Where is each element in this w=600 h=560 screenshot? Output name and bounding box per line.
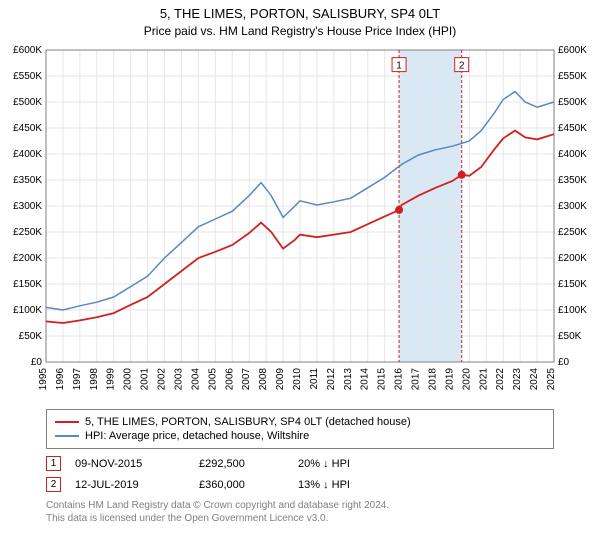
legend-label: 5, THE LIMES, PORTON, SALISBURY, SP4 0LT…	[85, 416, 411, 428]
x-tick-label: 1997	[72, 368, 83, 391]
x-tick-label: 1999	[106, 368, 117, 391]
x-tick-label: 2001	[140, 368, 151, 391]
x-tick-label: 2023	[512, 368, 523, 391]
sale-dot	[458, 171, 466, 179]
y-tick-label: £250K	[13, 227, 42, 238]
y-tick-label: £50K	[19, 331, 43, 342]
x-tick-label: 2011	[309, 368, 320, 390]
x-tick-label: 2008	[258, 368, 269, 391]
x-tick-label: 2004	[190, 368, 201, 391]
y-tick-label-right: £350K	[558, 175, 587, 186]
sales-table: 1 09-NOV-2015 £292,500 20% ↓ HPI 2 12-JU…	[46, 453, 554, 495]
y-tick-label: £150K	[13, 279, 42, 290]
footer: Contains HM Land Registry data © Crown c…	[46, 499, 554, 525]
legend-item: HPI: Average price, detached house, Wilt…	[55, 429, 545, 443]
legend-swatch	[55, 435, 79, 437]
x-tick-label: 2024	[529, 368, 540, 391]
x-tick-label: 2014	[360, 368, 371, 391]
x-tick-label: 2010	[292, 368, 303, 391]
y-tick-label: £300K	[13, 201, 42, 212]
x-tick-label: 2005	[207, 368, 218, 391]
y-tick-label: £450K	[13, 123, 42, 134]
y-tick-label: £400K	[13, 149, 42, 160]
y-tick-label-right: £0	[558, 357, 570, 368]
sale-marker: 1	[46, 456, 61, 471]
x-tick-label: 2013	[343, 368, 354, 391]
y-tick-label-right: £100K	[558, 305, 587, 316]
legend-swatch	[55, 421, 79, 423]
marker-label: 1	[396, 61, 402, 72]
x-tick-label: 2003	[173, 368, 184, 391]
x-tick-label: 2002	[157, 368, 168, 391]
marker-label: 2	[459, 61, 465, 72]
x-tick-label: 2019	[444, 368, 455, 391]
sale-row: 2 12-JUL-2019 £360,000 13% ↓ HPI	[46, 474, 554, 495]
footer-line2: This data is licensed under the Open Gov…	[46, 512, 554, 525]
x-tick-label: 2015	[377, 368, 388, 391]
x-tick-label: 1998	[89, 368, 100, 391]
sale-price: £292,500	[199, 458, 284, 470]
sale-delta: 20% ↓ HPI	[298, 458, 378, 470]
legend-item: 5, THE LIMES, PORTON, SALISBURY, SP4 0LT…	[55, 415, 545, 429]
y-tick-label: £600K	[13, 45, 42, 56]
price-chart: £0 £0 £50K £50K £100K £100K £150K £150K £200K £20…	[0, 42, 600, 403]
y-tick-label: £550K	[13, 71, 42, 82]
sale-row: 1 09-NOV-2015 £292,500 20% ↓ HPI	[46, 453, 554, 474]
y-tick-label-right: £500K	[558, 97, 587, 108]
x-tick-label: 2025	[546, 368, 557, 391]
x-tick-label: 2018	[427, 368, 438, 391]
y-tick-label-right: £400K	[558, 149, 587, 160]
x-tick-label: 1995	[38, 368, 49, 391]
x-tick-label: 2000	[123, 368, 134, 391]
y-tick-label-right: £450K	[558, 123, 587, 134]
legend-label: HPI: Average price, detached house, Wilt…	[85, 430, 309, 442]
sale-delta: 13% ↓ HPI	[298, 479, 378, 491]
y-tick-label-right: £150K	[558, 279, 587, 290]
x-tick-label: 2021	[478, 368, 489, 391]
y-tick-label-right: £250K	[558, 227, 587, 238]
y-tick-label-right: £300K	[558, 201, 587, 212]
sale-price: £360,000	[199, 479, 284, 491]
sale-marker: 2	[46, 477, 61, 492]
x-tick-label: 2009	[275, 368, 286, 391]
y-tick-label-right: £200K	[558, 253, 587, 264]
x-tick-label: 2007	[241, 368, 252, 391]
y-tick-label-right: £50K	[558, 331, 582, 342]
sale-date: 12-JUL-2019	[75, 479, 185, 491]
sale-dot	[395, 206, 403, 214]
x-tick-label: 2017	[411, 368, 422, 391]
x-tick-label: 1996	[55, 368, 66, 391]
chart-svg: £0 £0 £50K £50K £100K £100K £150K £150K £200K £20…	[0, 42, 600, 398]
x-tick-label: 2022	[495, 368, 506, 391]
footer-line1: Contains HM Land Registry data © Crown c…	[46, 499, 554, 512]
legend: 5, THE LIMES, PORTON, SALISBURY, SP4 0LT…	[46, 409, 554, 449]
y-tick-label: £350K	[13, 175, 42, 186]
sale-date: 09-NOV-2015	[75, 458, 185, 470]
y-tick-label-right: £600K	[558, 45, 587, 56]
title-line1: 5, THE LIMES, PORTON, SALISBURY, SP4 0LT	[0, 0, 600, 21]
y-tick-label-right: £550K	[558, 71, 587, 82]
x-tick-label: 2006	[224, 368, 235, 391]
title-line2: Price paid vs. HM Land Registry's House …	[0, 21, 600, 42]
y-tick-label: £100K	[13, 305, 42, 316]
x-tick-label: 2020	[461, 368, 472, 391]
x-tick-label: 2016	[394, 368, 405, 391]
x-tick-label: 2012	[326, 368, 337, 391]
y-tick-label: £500K	[13, 97, 42, 108]
y-tick-label: £0	[31, 357, 43, 368]
y-tick-label: £200K	[13, 253, 42, 264]
